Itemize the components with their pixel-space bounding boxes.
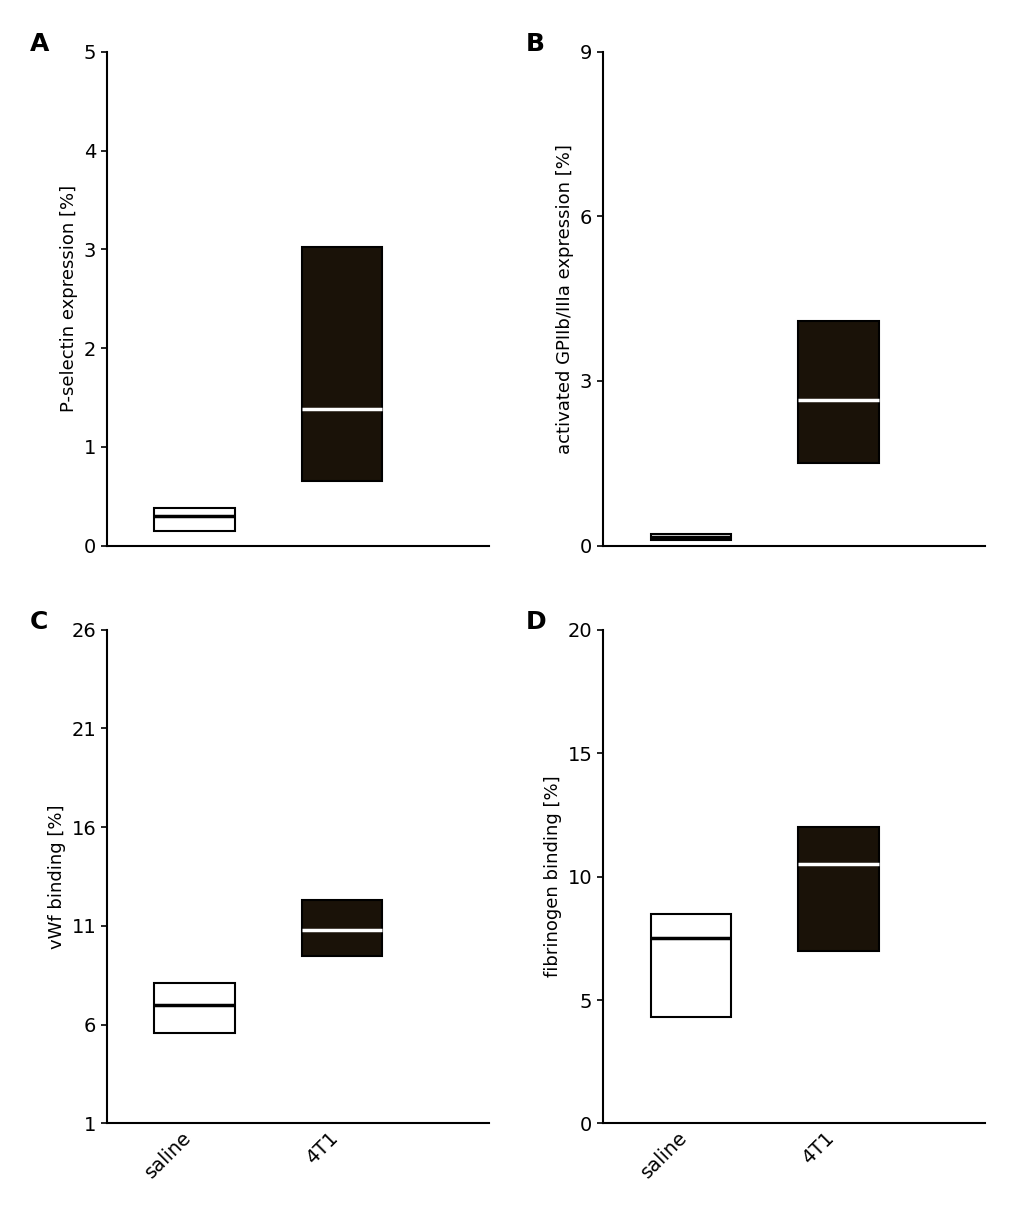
Y-axis label: fibrinogen binding [%]: fibrinogen binding [%] — [543, 775, 561, 977]
Y-axis label: vWf binding [%]: vWf binding [%] — [48, 804, 66, 949]
Bar — [154, 507, 235, 531]
Bar — [154, 983, 235, 1033]
Bar — [650, 533, 731, 540]
Text: A: A — [30, 32, 49, 56]
Bar — [302, 247, 382, 482]
Text: B: B — [526, 32, 544, 56]
Bar — [650, 914, 731, 1017]
Bar — [302, 901, 382, 955]
Bar — [797, 320, 877, 464]
Bar — [797, 828, 877, 950]
Text: D: D — [526, 610, 546, 634]
Y-axis label: P-selectin expression [%]: P-selectin expression [%] — [60, 185, 78, 413]
Y-axis label: activated GPIIb/IIIa expression [%]: activated GPIIb/IIIa expression [%] — [555, 144, 574, 454]
Text: C: C — [30, 610, 48, 634]
